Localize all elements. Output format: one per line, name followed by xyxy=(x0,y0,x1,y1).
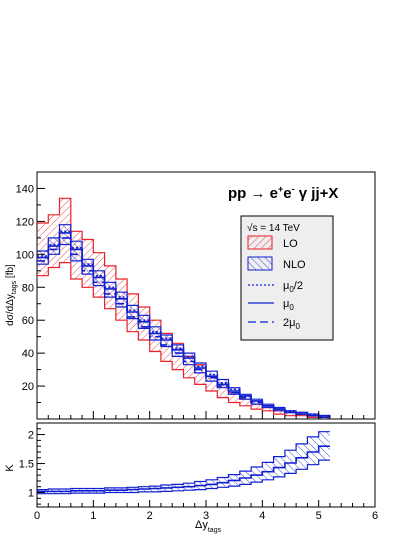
legend-nlo-label: NLO xyxy=(283,259,306,271)
x-tick-label: 3 xyxy=(203,510,209,522)
k-band-bin-24 xyxy=(307,436,319,465)
lo-band-bin-13 xyxy=(183,356,195,378)
x-axis-label: Δytags xyxy=(195,519,222,534)
legend-mu2-prefix: 2μ xyxy=(283,317,295,329)
lo-band-bin-11 xyxy=(160,333,173,362)
chart-title: pp → e+e- γ jj+X xyxy=(228,184,338,202)
legend-mu2-sub: 0 xyxy=(295,322,300,331)
ratio-x-axis: 0 1 2 3 4 5 6 xyxy=(34,500,378,522)
nlo-band-bin-7 xyxy=(115,292,128,308)
k-band-lower-edge xyxy=(37,459,330,495)
ratio-y-label: K xyxy=(4,464,16,472)
main-y-label-unit: [fb] xyxy=(5,264,16,281)
nlo-mu-line xyxy=(37,232,330,417)
legend-header: √s = 14 TeV xyxy=(247,222,300,234)
k-band-bin-23 xyxy=(296,443,308,470)
nlo-band-bin-24 xyxy=(307,414,319,416)
legend-mu-half-sub: 0 xyxy=(289,285,294,294)
lo-band-bin-19 xyxy=(251,404,263,410)
main-y-label: dσ/dΔytags [fb] xyxy=(5,264,18,326)
legend-mu-half-mu: μ xyxy=(283,280,289,292)
main-x-axis xyxy=(36,411,376,419)
nlo-2mu-line xyxy=(37,237,330,419)
lo-band-bin-21 xyxy=(273,410,285,415)
x-tick-label: 6 xyxy=(372,510,378,522)
lo-band-bin-16 xyxy=(217,384,229,398)
legend-mu2-label: 2μ0 xyxy=(283,317,300,331)
x-tick-label: 2 xyxy=(147,510,153,522)
nlo-band-bin-16 xyxy=(217,379,229,388)
main-y-label-main: dσ/dΔy xyxy=(5,294,16,326)
x-axis-label-main: Δy xyxy=(195,519,208,531)
legend-mu-sub: 0 xyxy=(289,303,294,312)
nlo-band-bin-25 xyxy=(318,415,330,418)
nlo-band-bin-3 xyxy=(70,241,83,261)
nlo-band-bin-19 xyxy=(251,399,263,405)
legend-nlo-swatch xyxy=(247,256,273,271)
legend-mu-half-suffix: /2 xyxy=(294,280,303,292)
main-y-tick-label: 40 xyxy=(22,348,34,360)
nlo-band-bin-5 xyxy=(93,270,105,286)
nlo-band-bin-18 xyxy=(239,394,252,400)
legend-lo-label: LO xyxy=(283,238,298,250)
main-y-tick-label: 120 xyxy=(16,216,34,228)
lo-band-bin-17 xyxy=(228,392,240,403)
title-pp: pp xyxy=(228,185,251,202)
lo-band-bin-14 xyxy=(194,364,206,385)
lo-band-bin-18 xyxy=(239,399,252,406)
nlo-band-bin-23 xyxy=(296,412,308,415)
main-y-tick-label: 80 xyxy=(22,282,34,294)
title-arrow: → xyxy=(251,185,266,202)
x-tick-label: 1 xyxy=(90,510,96,522)
title-plus: + xyxy=(278,184,283,194)
title-e2: e xyxy=(283,185,291,202)
lo-band-bin-0 xyxy=(37,223,49,276)
main-y-tick-label: 20 xyxy=(22,381,34,393)
main-y-label-sub: tags xyxy=(11,280,18,294)
x-tick-label: 0 xyxy=(34,510,40,522)
legend: √s = 14 TeV LO NLO μ0/2 μ0 2μ0 xyxy=(240,215,334,341)
main-y-tick-label: 60 xyxy=(22,315,34,327)
title-minus: - xyxy=(292,184,295,194)
legend-mu-mu: μ xyxy=(283,298,289,310)
x-axis-label-sub: tags xyxy=(208,527,222,534)
k-band-upper-edge xyxy=(37,431,330,491)
main-y-tick-label: 140 xyxy=(16,183,34,195)
main-lines xyxy=(37,197,330,419)
lo-band-bin-22 xyxy=(284,412,297,416)
nlo-band-bin-12 xyxy=(172,344,184,357)
x-tick-label: 4 xyxy=(259,510,265,522)
legend-mu-label: μ0 xyxy=(283,298,294,312)
k-central-line xyxy=(37,445,330,493)
title-e: e xyxy=(266,185,279,202)
nlo-band-bin-6 xyxy=(104,282,116,298)
ratio-lines xyxy=(37,431,330,495)
k-band-bin-22 xyxy=(284,450,297,474)
nlo-band-bin-2 xyxy=(59,224,71,245)
lo-band-lower-edge xyxy=(37,262,330,418)
legend-mu-half-label: μ0/2 xyxy=(283,280,303,294)
k-band-bin-21 xyxy=(273,456,285,477)
lo-band-bin-20 xyxy=(262,407,274,411)
legend-lo-swatch xyxy=(247,235,273,250)
x-tick-label: 5 xyxy=(316,510,322,522)
title-rest: γ jj+X xyxy=(295,185,339,202)
ratio-y-tick-label: 2 xyxy=(28,430,34,442)
lo-band-bin-15 xyxy=(206,376,218,392)
ratio-y-tick-label: 1.5 xyxy=(19,459,34,471)
lo-band-bin-24 xyxy=(307,415,319,418)
ratio-y-tick-label: 1 xyxy=(28,488,34,500)
ratio-y-axis: 11.52 xyxy=(19,428,45,505)
main-y-tick-label: 100 xyxy=(16,249,34,261)
main-y-axis: 20 40 60 80 100 120 140 xyxy=(16,183,45,404)
